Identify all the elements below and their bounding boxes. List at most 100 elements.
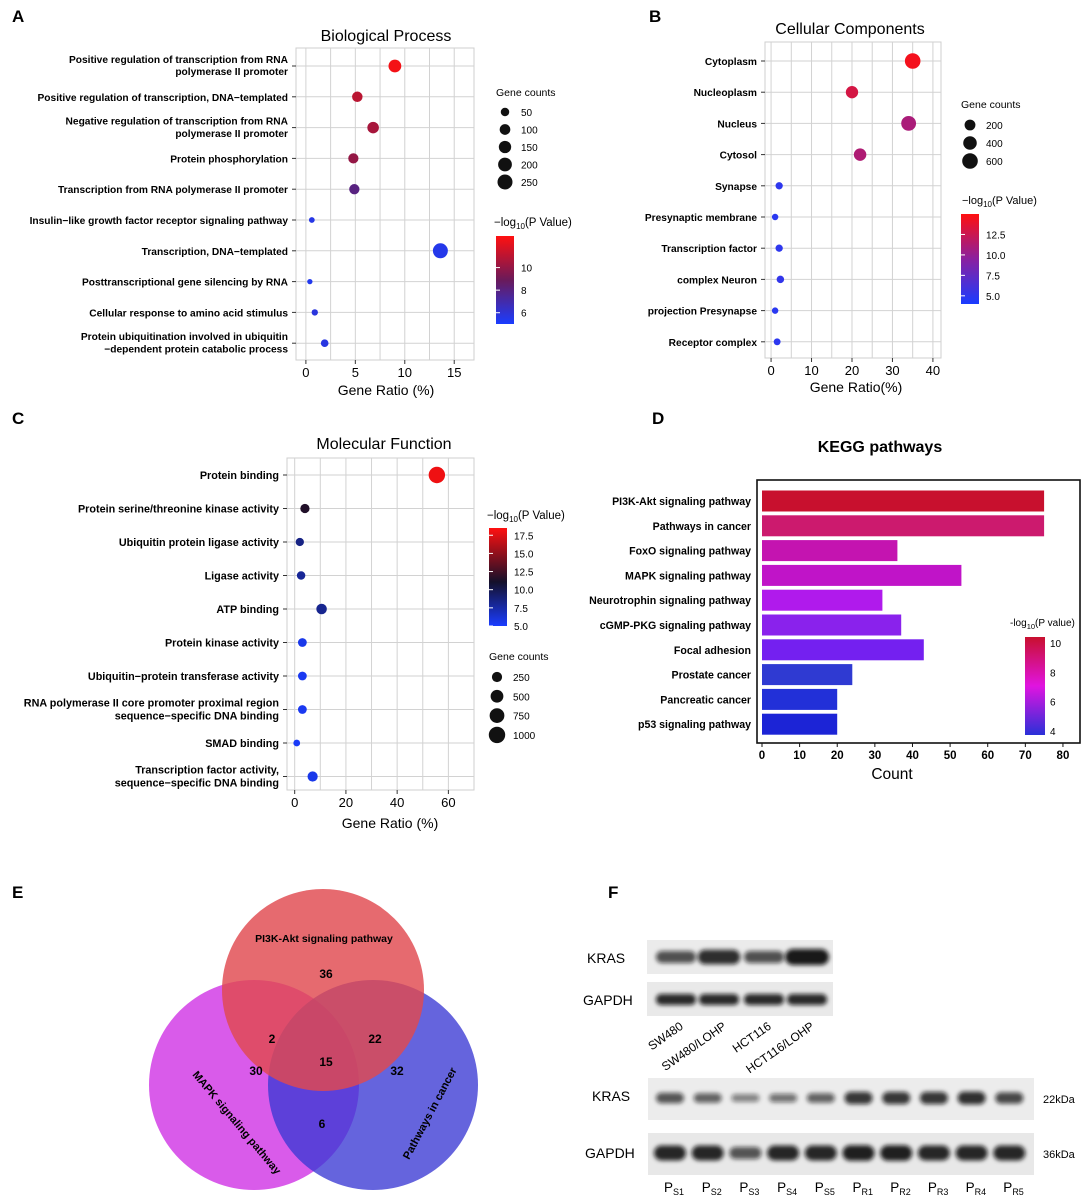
term-label: Presynaptic membrane xyxy=(645,213,757,224)
venn-circle-pi3k xyxy=(222,889,424,1091)
bubble-point xyxy=(775,182,783,190)
x-tick-label: 20 xyxy=(845,363,859,378)
blot-band-gapdh xyxy=(729,1147,762,1159)
x-tick-label: 0 xyxy=(291,795,298,810)
x-tick-label: 60 xyxy=(441,795,455,810)
color-tick-label: 10 xyxy=(521,264,533,275)
term-label: Protein binding xyxy=(200,470,279,482)
panel-c-grid xyxy=(283,457,475,791)
kegg-category-label: cGMP-PKG signaling pathway xyxy=(600,620,751,632)
term-label: Ligase activity xyxy=(205,571,279,583)
bubble-point xyxy=(293,739,301,747)
kegg-bar xyxy=(762,614,902,636)
blot-top-row-label-kras: KRAS xyxy=(587,950,625,966)
panel-a-color-bar xyxy=(496,236,514,324)
x-tick-label: 70 xyxy=(1019,750,1032,762)
panel-d-bar-chart: KEGG pathways PI3K-Akt signaling pathway… xyxy=(589,439,1081,783)
blot-band-gapdh xyxy=(880,1145,913,1161)
blot-band-kras xyxy=(844,1091,873,1105)
bubble-point xyxy=(311,309,318,316)
size-legend-label: 250 xyxy=(521,178,538,189)
x-tick-label: 80 xyxy=(1057,750,1070,762)
size-legend-dot xyxy=(497,174,513,190)
color-tick-label: 12.5 xyxy=(986,230,1006,241)
bubble-point xyxy=(388,59,402,73)
blot-band-kras xyxy=(731,1094,760,1102)
bubble-point xyxy=(771,213,779,221)
panel-letter-a: A xyxy=(12,7,24,26)
panel-letter-f: F xyxy=(608,883,618,902)
size-legend-dot xyxy=(964,119,976,131)
panel-a-x-label: Gene Ratio (%) xyxy=(338,382,434,398)
x-tick-label: 60 xyxy=(981,750,994,762)
bubble-point xyxy=(352,91,363,103)
blot-band-gapdh xyxy=(654,1145,686,1161)
term-label: Cytoplasm xyxy=(705,57,757,68)
size-legend-label: 500 xyxy=(513,692,530,703)
x-tick-label: 15 xyxy=(447,365,461,380)
panel-a-bubble-chart: Biological Process Positive regulation o… xyxy=(30,28,572,398)
size-legend-dot xyxy=(963,136,977,150)
color-tick-label: 4 xyxy=(1050,727,1056,738)
kegg-category-label: Pathways in cancer xyxy=(653,521,751,533)
panel-e-venn-diagram: PI3K-Akt signaling pathway MAPK signalin… xyxy=(149,889,478,1190)
x-tick-label: 5 xyxy=(352,365,359,380)
plot-panel xyxy=(295,47,475,361)
blot-band-gapdh xyxy=(656,994,696,1005)
bubble-point xyxy=(367,121,379,134)
bubble-point xyxy=(773,338,781,346)
panel-d-bars xyxy=(762,490,1045,735)
color-tick-label: 7.5 xyxy=(514,604,528,615)
panel-c-color-ticks: 5.0 7.5 10.0 12.5 15.0 17.5 xyxy=(489,531,534,633)
panel-a-size-legend-title: Gene counts xyxy=(496,87,556,99)
panel-c-title: Molecular Function xyxy=(316,436,451,453)
term-label: Transcription, DNA−templated xyxy=(142,247,288,258)
bubble-point xyxy=(316,603,327,615)
bubble-point xyxy=(775,244,783,252)
bubble-point xyxy=(432,243,448,259)
kegg-bar xyxy=(762,589,883,611)
panel-b-x-ticks: 0 10 20 30 40 xyxy=(767,358,940,378)
term-label: Protein kinase activity xyxy=(165,638,279,650)
kegg-bar xyxy=(762,713,838,735)
size-legend-label: 250 xyxy=(513,673,530,684)
blot-band-gapdh xyxy=(804,1145,837,1161)
panel-a-grid xyxy=(292,47,475,361)
panel-d-x-label: Count xyxy=(871,766,913,783)
bubble-point xyxy=(297,671,307,681)
kegg-category-label: p53 signaling pathway xyxy=(638,719,751,731)
term-label: ATP binding xyxy=(216,604,279,616)
kegg-bar xyxy=(762,688,838,710)
size-legend-dot xyxy=(962,153,978,169)
panel-letter-d: D xyxy=(652,409,664,428)
bubble-point xyxy=(845,86,859,99)
venn-count-only-mapk: 30 xyxy=(249,1064,263,1078)
x-tick-label: 0 xyxy=(302,365,309,380)
size-legend-dot xyxy=(489,708,505,723)
venn-label-pi3k: PI3K-Akt signaling pathway xyxy=(255,933,393,945)
blot-band-kras xyxy=(995,1092,1024,1104)
venn-count-pi3k-mapk: 2 xyxy=(269,1032,276,1046)
x-tick-label: 10 xyxy=(793,750,806,762)
term-label: Positive regulation of transcription, DN… xyxy=(38,93,288,104)
kegg-category-label: MAPK signaling pathway xyxy=(625,570,751,582)
bubble-point xyxy=(348,153,359,164)
size-legend-dot xyxy=(488,726,506,744)
term-label: Cellular response to amino acid stimulus xyxy=(89,308,288,319)
color-tick-label: 10.0 xyxy=(514,586,534,597)
size-legend-dot xyxy=(498,140,512,154)
bubble-point xyxy=(349,184,360,195)
size-legend-label: 200 xyxy=(521,161,538,172)
bubble-point xyxy=(296,571,306,580)
term-label: Negative regulation of transcription fro… xyxy=(66,117,289,140)
blot-band-kras xyxy=(919,1091,948,1105)
panel-d-frame xyxy=(756,479,1081,744)
size-legend-dot xyxy=(500,107,510,117)
panel-c-points xyxy=(293,466,446,782)
blot-bottom-row-label-gapdh: GAPDH xyxy=(585,1145,635,1161)
panel-a-x-ticks: 0 5 10 15 xyxy=(302,360,461,380)
panel-c-bubble-chart: Molecular Function Protein binding Protei… xyxy=(24,436,565,831)
panel-b-points xyxy=(771,53,921,346)
